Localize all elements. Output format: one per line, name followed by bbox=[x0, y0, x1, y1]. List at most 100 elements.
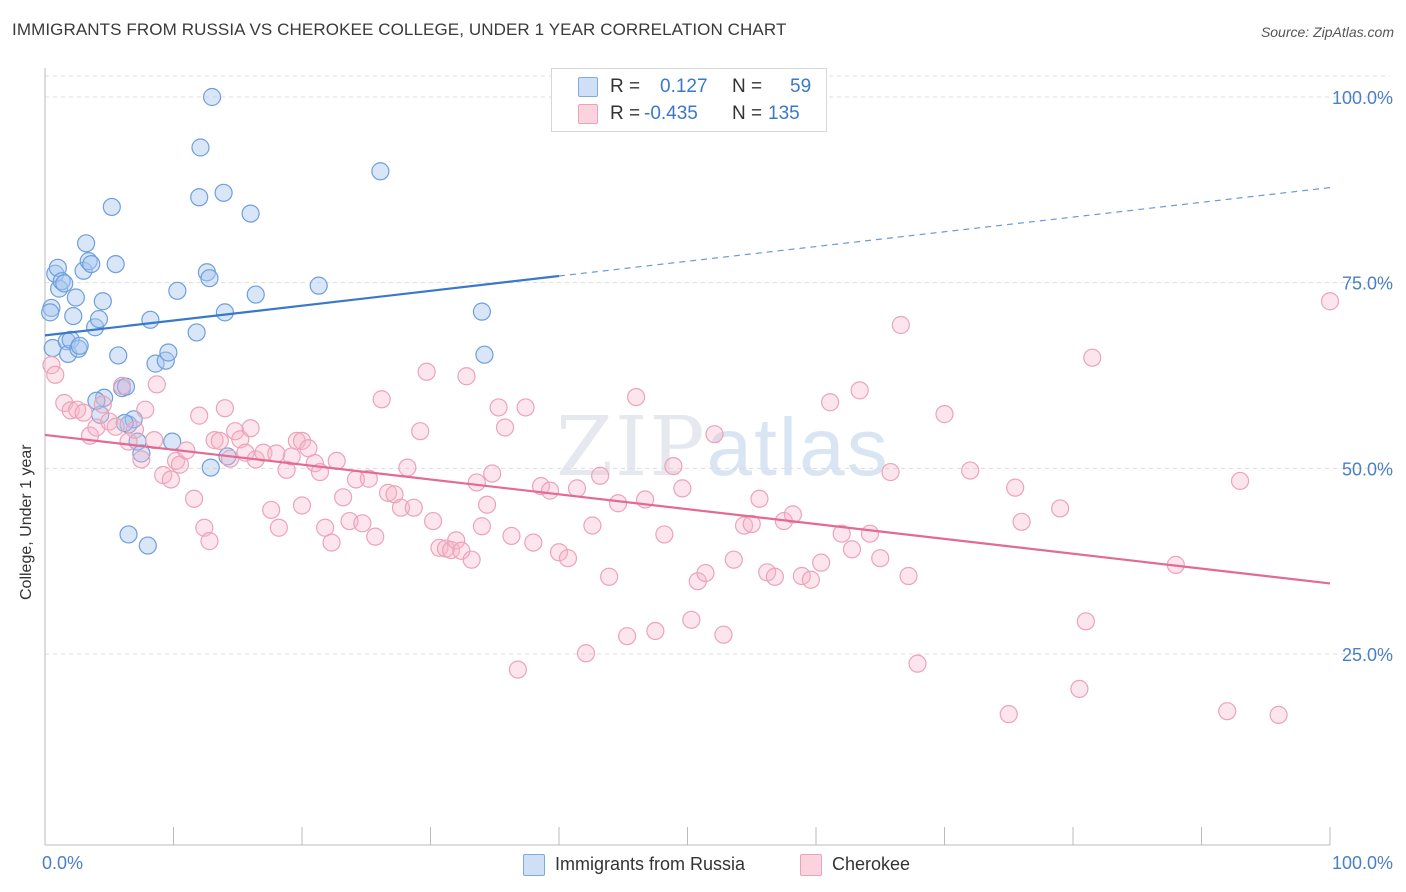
data-point-cherokee bbox=[215, 399, 234, 418]
data-point-cherokee bbox=[558, 549, 578, 568]
data-point-cherokee bbox=[404, 498, 423, 517]
data-point-cherokee bbox=[714, 625, 733, 644]
data-point-cherokee bbox=[132, 450, 151, 469]
data-point-cherokee bbox=[591, 466, 610, 485]
watermark-atlas: atlas bbox=[706, 402, 890, 493]
data-point-russia bbox=[82, 255, 101, 274]
data-point-cherokee bbox=[495, 418, 515, 437]
data-point-cherokee bbox=[277, 460, 296, 479]
data-point-russia bbox=[241, 204, 260, 223]
legend-r-label: R = bbox=[610, 76, 641, 97]
data-point-cherokee bbox=[999, 705, 1018, 724]
data-point-cherokee bbox=[195, 518, 214, 537]
data-point-cherokee bbox=[801, 570, 820, 589]
data-point-cherokee bbox=[576, 644, 596, 663]
data-point-cherokee bbox=[334, 488, 353, 507]
data-point-cherokee bbox=[891, 315, 910, 335]
data-point-cherokee bbox=[1083, 348, 1102, 367]
data-point-cherokee bbox=[516, 398, 535, 417]
bottom-legend-swatch-russia bbox=[523, 854, 545, 876]
data-point-russia bbox=[190, 188, 209, 207]
trend-line-russia bbox=[44, 274, 560, 337]
data-point-cherokee bbox=[462, 550, 481, 569]
data-point-cherokee bbox=[210, 431, 229, 450]
data-point-cherokee bbox=[908, 654, 927, 673]
watermark-zip: ZIP bbox=[556, 400, 707, 495]
data-point-cherokee bbox=[1051, 499, 1070, 518]
data-point-cherokee bbox=[531, 477, 551, 496]
data-point-cherokee bbox=[860, 524, 880, 543]
y-tick-label: 25.0% bbox=[1342, 645, 1393, 665]
data-point-cherokee bbox=[524, 533, 543, 552]
data-point-cherokee bbox=[734, 516, 754, 535]
data-point-cherokee bbox=[549, 543, 569, 562]
data-point-cherokee bbox=[502, 526, 521, 546]
data-point-russia bbox=[79, 252, 98, 271]
data-point-cherokee bbox=[472, 517, 491, 536]
data-point-russia bbox=[93, 292, 112, 311]
data-point-cherokee bbox=[161, 470, 181, 489]
legend-r-label: R = bbox=[610, 103, 641, 124]
data-point-cherokee bbox=[269, 518, 288, 537]
data-point-russia bbox=[41, 303, 60, 322]
legend-n-label: N = bbox=[732, 76, 763, 97]
data-point-cherokee bbox=[750, 489, 769, 508]
legend-swatch-cherokee bbox=[578, 104, 598, 124]
data-point-cherokee bbox=[646, 621, 665, 641]
data-point-cherokee bbox=[583, 516, 602, 535]
data-point-russia bbox=[202, 87, 222, 107]
data-point-cherokee bbox=[241, 419, 260, 438]
data-point-cherokee bbox=[961, 461, 980, 480]
data-point-cherokee bbox=[655, 525, 674, 544]
data-point-russia bbox=[141, 310, 160, 329]
data-point-cherokee bbox=[477, 495, 497, 514]
data-point-cherokee bbox=[190, 406, 209, 425]
x-tick-label-max: 100.0% bbox=[1332, 853, 1393, 873]
data-point-cherokee bbox=[783, 505, 802, 524]
watermark: ZIPatlas bbox=[556, 400, 890, 495]
data-point-russia bbox=[89, 309, 109, 329]
data-point-cherokee bbox=[1269, 705, 1288, 724]
data-point-cherokee bbox=[609, 494, 628, 513]
data-point-cherokee bbox=[391, 498, 411, 517]
data-point-cherokee bbox=[567, 479, 587, 498]
data-point-cherokee bbox=[200, 532, 219, 551]
data-point-russia bbox=[159, 343, 178, 362]
data-point-cherokee bbox=[372, 390, 391, 409]
legend-n-value: 135 bbox=[768, 103, 800, 124]
data-point-cherokee bbox=[147, 375, 166, 394]
data-point-russia bbox=[371, 162, 390, 181]
data-point-cherokee bbox=[292, 431, 312, 450]
bottom-legend-label-russia: Immigrants from Russia bbox=[555, 854, 746, 874]
bottom-legend-label-cherokee: Cherokee bbox=[832, 854, 911, 874]
data-point-cherokee bbox=[871, 549, 890, 568]
bottom-legend-swatch-cherokee bbox=[800, 854, 822, 876]
data-point-russia bbox=[106, 255, 125, 274]
data-point-cherokee bbox=[205, 431, 224, 450]
data-point-cherokee bbox=[467, 473, 486, 492]
trend-line-cherokee bbox=[44, 433, 1331, 585]
data-point-russia bbox=[187, 323, 206, 342]
data-point-russia bbox=[475, 345, 494, 364]
y-tick-label: 50.0% bbox=[1342, 459, 1393, 479]
data-point-russia bbox=[309, 276, 328, 295]
data-point-russia bbox=[77, 234, 96, 253]
data-point-cherokee bbox=[489, 398, 508, 417]
data-point-cherokee bbox=[112, 376, 132, 395]
data-point-russia bbox=[55, 274, 74, 293]
data-point-cherokee bbox=[46, 365, 65, 384]
data-point-cherokee bbox=[231, 430, 250, 449]
data-point-russia bbox=[115, 413, 134, 433]
data-point-cherokee bbox=[1230, 471, 1250, 491]
data-point-russia bbox=[50, 279, 69, 298]
data-point-cherokee bbox=[540, 481, 560, 500]
data-point-cherokee bbox=[292, 496, 312, 515]
data-point-russia bbox=[246, 285, 265, 304]
data-point-cherokee bbox=[899, 566, 918, 586]
data-point-cherokee bbox=[1070, 679, 1089, 699]
data-point-cherokee bbox=[842, 540, 862, 559]
data-point-cherokee bbox=[353, 514, 372, 533]
data-point-russia bbox=[146, 354, 165, 373]
y-tick-label: 100.0% bbox=[1332, 88, 1393, 108]
data-point-cherokee bbox=[508, 660, 527, 679]
